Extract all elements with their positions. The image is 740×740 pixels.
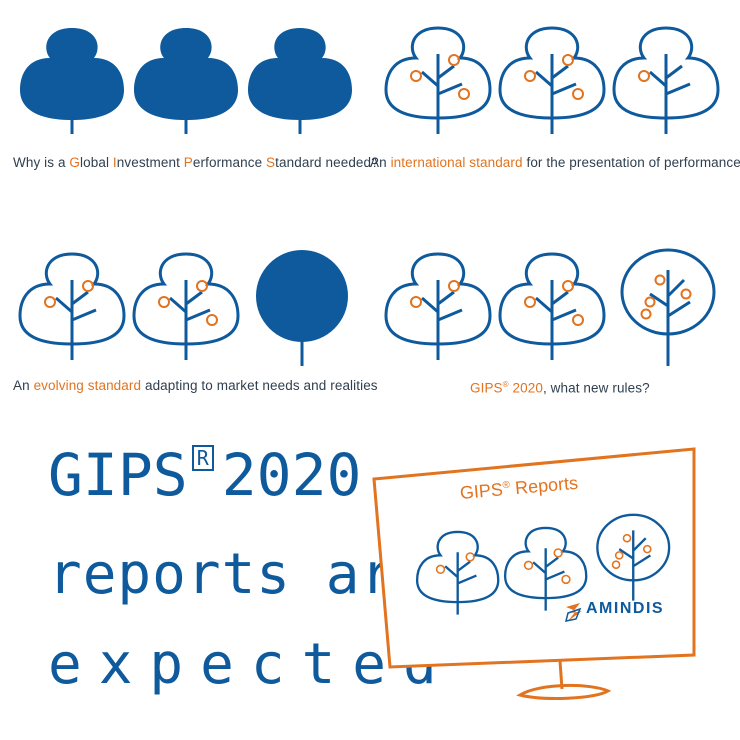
fruit-tree-icon	[498, 26, 606, 134]
amindis-brand: AMINDIS	[586, 600, 665, 617]
fruit-tree-icon	[384, 252, 492, 360]
headline-line-1: GIPS R 2020	[48, 440, 361, 510]
caption-segment: erformance	[192, 155, 267, 170]
caption-segment: P	[183, 155, 193, 170]
caption-gips-2020-rules: GIPS® 2020, what new rules?	[470, 380, 650, 396]
mini-fruit-tree-icon	[415, 530, 500, 615]
caption-segment: Why is a	[13, 155, 70, 170]
caption-international-standard: An international standard for the presen…	[370, 155, 740, 170]
fruit-tree-icon	[612, 26, 720, 134]
caption-segment: G	[69, 155, 81, 170]
caption-segment: ®	[502, 380, 509, 389]
caption-segment: tandard needed?	[275, 155, 379, 170]
caption-segment: nvestment	[116, 155, 184, 170]
caption-segment: international standard	[390, 155, 523, 170]
caption-segment: for the presentation of performance	[522, 155, 740, 170]
headline-line-2: reports are	[48, 542, 430, 607]
fruit-tree-icon	[498, 252, 606, 360]
fruit-tree-icon	[384, 26, 492, 134]
headline-line-3: expected	[48, 632, 454, 697]
caption-segment: An	[13, 378, 34, 393]
monitor-illustration	[372, 447, 696, 700]
headline-reg-mark: R	[191, 445, 214, 471]
caption-segment: adapting to market needs and realities	[141, 378, 378, 393]
solid-round-tree-icon	[256, 250, 348, 366]
caption-segment: I	[112, 155, 117, 170]
mini-fruit-tree-icon	[503, 526, 588, 611]
caption-segment: An	[370, 155, 391, 170]
caption-why-gips: Why is a Global Investment Performance S…	[13, 155, 379, 170]
fruit-tree-icon	[18, 252, 126, 360]
caption-segment: 2020	[508, 380, 543, 396]
amindis-logo-icon	[564, 603, 582, 622]
fruit-tree-icon	[132, 252, 240, 360]
headline-year: 2020	[221, 441, 362, 509]
monitor-screen-frame	[372, 447, 696, 669]
mini-round-fruit-tree-icon	[596, 513, 671, 601]
solid-tree-icon	[248, 28, 352, 134]
solid-tree-icon	[134, 28, 238, 134]
caption-segment: evolving standard	[33, 378, 142, 393]
caption-segment: GIPS	[470, 380, 503, 396]
solid-tree-icon	[20, 28, 124, 134]
round-fruit-tree-icon	[620, 248, 716, 366]
monitor-stand-base	[516, 683, 612, 700]
headline-gips: GIPS	[48, 441, 188, 509]
caption-evolving-standard: An evolving standard adapting to market …	[13, 378, 378, 393]
caption-segment: lobal	[80, 155, 113, 170]
caption-segment: , what new rules?	[542, 380, 650, 396]
caption-segment: S	[266, 155, 276, 170]
monitor-title-gips: GIPS	[459, 479, 504, 503]
